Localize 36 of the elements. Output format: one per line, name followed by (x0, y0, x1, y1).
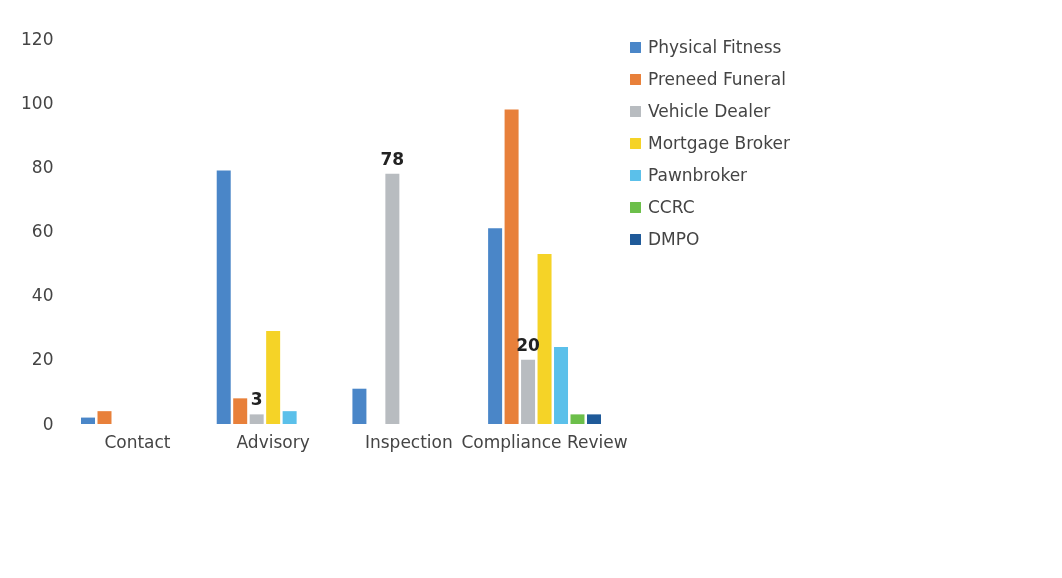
bar (570, 414, 585, 424)
bar (385, 173, 400, 424)
bar (282, 411, 297, 424)
bar (266, 330, 281, 424)
bar (521, 359, 536, 424)
bar (586, 414, 601, 424)
legend-label: Physical Fitness (648, 36, 782, 57)
bar (352, 388, 367, 424)
bar (488, 228, 503, 424)
legend-label: Pawnbroker (648, 164, 748, 185)
bar (537, 253, 552, 424)
legend-label: Vehicle Dealer (648, 100, 771, 121)
x-tick-label: Inspection (364, 431, 453, 452)
bar (249, 414, 264, 424)
x-tick-label: Advisory (236, 431, 310, 452)
bar (554, 347, 569, 424)
bar (97, 411, 112, 424)
bar (216, 170, 231, 424)
bar (504, 109, 519, 424)
legend-label: CCRC (648, 196, 695, 217)
data-label: 3 (250, 389, 263, 410)
y-tick-label: 40 (31, 285, 54, 306)
y-tick-label: 120 (21, 28, 54, 49)
y-tick-label: 80 (31, 156, 54, 177)
y-tick-label: 20 (31, 349, 54, 370)
x-tick-label: Contact (104, 431, 171, 452)
bar (233, 398, 248, 424)
y-tick-label: 100 (21, 92, 54, 113)
legend-label: Mortgage Broker (648, 132, 790, 153)
legend-label: Preneed Funeral (648, 68, 786, 89)
y-tick-label: 60 (31, 221, 54, 241)
bar (81, 417, 96, 424)
y-tick-label: 0 (42, 413, 54, 434)
legend-label: DMPO (648, 228, 700, 249)
x-tick-label: Compliance Review (461, 431, 628, 452)
data-label: 78 (380, 148, 405, 169)
